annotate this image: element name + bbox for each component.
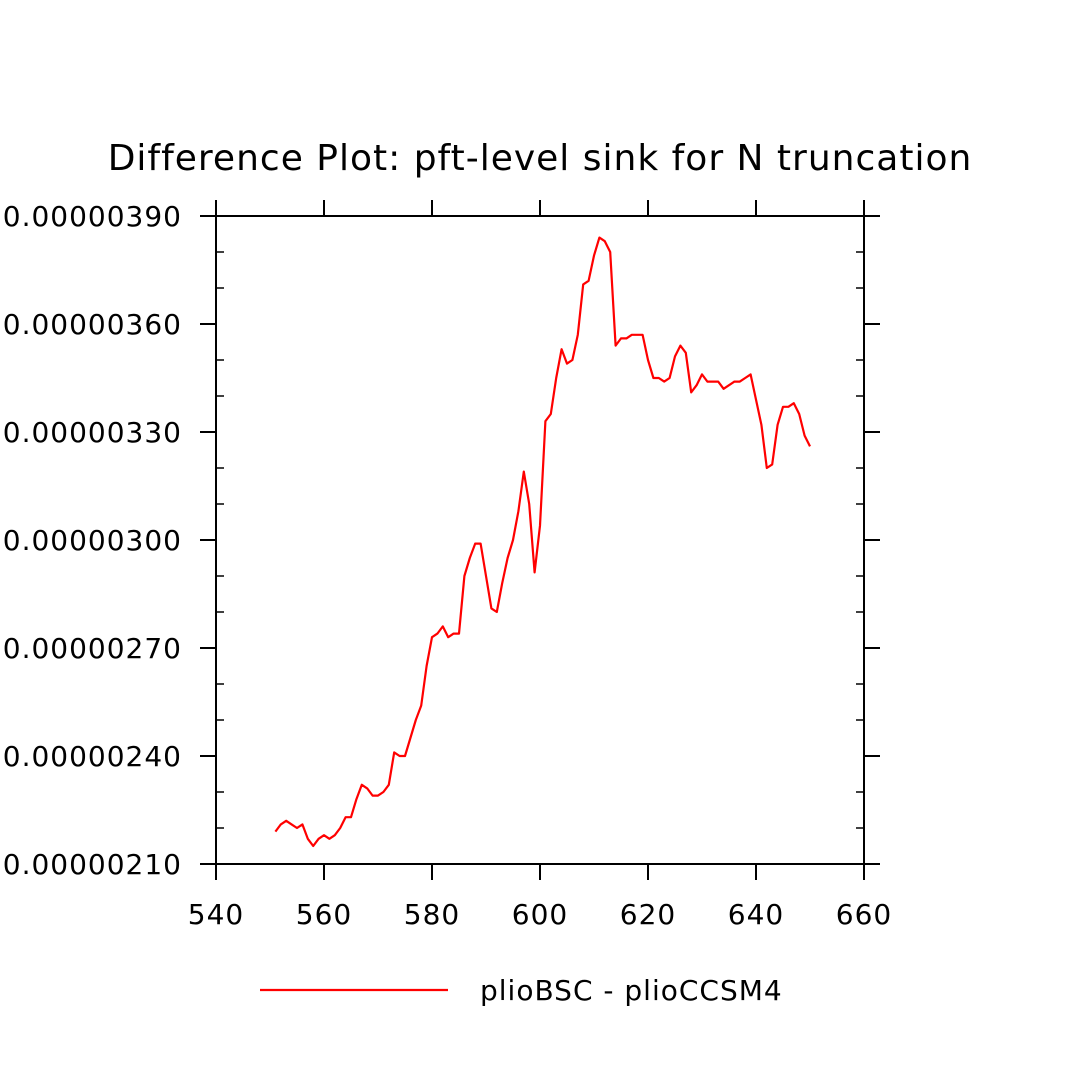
x-tick-label: 660 xyxy=(836,898,892,931)
x-tick-label: 560 xyxy=(296,898,352,931)
axes: 540 560 580 600 620 640 660 0.00000210 0.0000024… xyxy=(3,200,892,931)
x-tick-label: 580 xyxy=(404,898,460,931)
legend-label: plioBSC - plioCCSM4 xyxy=(480,974,783,1007)
y-tick-label: 0.00000270 xyxy=(3,632,182,665)
x-tick-label: 620 xyxy=(620,898,676,931)
series-layer xyxy=(274,236,811,848)
x-tick-label: 540 xyxy=(188,898,244,931)
legend: plioBSC - plioCCSM4 xyxy=(260,974,783,1007)
x-tick-label: 640 xyxy=(728,898,784,931)
y-tick-label: 0.00000240 xyxy=(3,740,182,773)
plot-frame xyxy=(215,215,865,865)
y-tick-label: 0.00000330 xyxy=(3,416,182,449)
y-tick-label: 0.00000300 xyxy=(3,524,182,557)
y-tick-label: 0.00000390 xyxy=(3,200,182,233)
chart-title: Difference Plot: pft-level sink for N tr… xyxy=(108,138,973,179)
x-tick-label: 600 xyxy=(512,898,568,931)
series-line xyxy=(274,236,811,848)
y-tick-label: 0.00000360 xyxy=(3,308,182,341)
y-tick-label: 0.00000210 xyxy=(3,848,182,881)
